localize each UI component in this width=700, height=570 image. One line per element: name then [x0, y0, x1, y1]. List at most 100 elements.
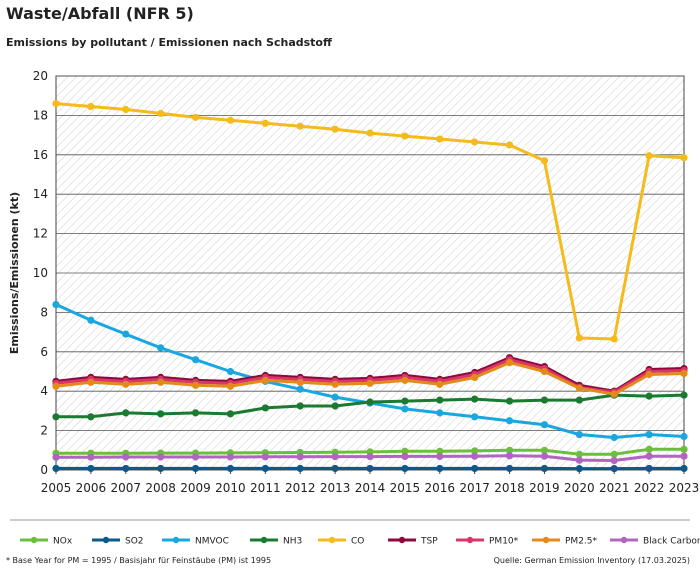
data-point [122, 105, 130, 114]
data-point [191, 113, 200, 121]
data-point [87, 316, 95, 324]
data-point [226, 453, 235, 461]
data-point [261, 404, 269, 412]
data-point [87, 453, 95, 461]
data-point [226, 464, 235, 473]
data-point [122, 453, 130, 461]
legend-item: NMVOC [162, 537, 229, 547]
legend-item: NH3 [250, 537, 302, 547]
legend-marker [102, 536, 110, 544]
data-point [540, 367, 549, 376]
data-point [122, 380, 130, 388]
series-co [52, 99, 688, 343]
data-point [226, 116, 235, 124]
data-point [191, 453, 200, 461]
data-point [331, 402, 339, 410]
series-pm2-5- [52, 359, 688, 398]
x-tick-label: 2007 [111, 481, 142, 495]
data-point [471, 395, 479, 403]
data-point [505, 446, 514, 454]
data-point [575, 384, 583, 392]
data-point [331, 125, 339, 133]
legend-label: NMVOC [195, 537, 229, 547]
data-point [680, 452, 688, 460]
data-point [191, 381, 200, 389]
data-point [505, 397, 514, 405]
x-tick-label: 2011 [250, 481, 281, 495]
data-point [261, 119, 269, 127]
data-point [157, 109, 165, 118]
data-point [191, 464, 200, 473]
data-point [87, 378, 95, 386]
data-point [680, 369, 688, 378]
series-layer [52, 99, 688, 473]
x-tick-label: 2017 [459, 481, 490, 495]
legend-marker [466, 536, 474, 544]
x-tick-label: 2010 [215, 481, 246, 495]
y-tick-label: 12 [33, 227, 48, 241]
gridlines [56, 75, 684, 471]
data-point [226, 367, 235, 376]
legend-item: NOx [20, 537, 73, 547]
data-point [226, 410, 235, 418]
data-point [436, 447, 444, 455]
x-tick-label: 2019 [529, 481, 560, 495]
data-point [610, 335, 618, 343]
y-axis-label: Emissions/Emissionen (kt) [8, 192, 21, 354]
line-chart: 0 2 4 6 8 10 12 14 16 18 20 2005 2006 2007 2008 2009 201… [8, 69, 700, 547]
data-point [540, 464, 549, 473]
data-point [331, 453, 339, 461]
data-point [471, 138, 479, 146]
data-point [296, 464, 304, 473]
data-point [401, 405, 409, 413]
data-point [610, 390, 618, 398]
data-point [366, 453, 374, 461]
data-point [401, 132, 409, 140]
x-tick-label: 2005 [41, 481, 72, 495]
data-point [575, 430, 583, 439]
data-point [261, 453, 269, 461]
legend-marker [30, 536, 38, 544]
source-note: Quelle: German Emission Inventory (17.03… [493, 556, 690, 565]
y-tick-label: 0 [40, 463, 48, 477]
data-point [296, 122, 304, 130]
data-point [226, 382, 235, 390]
y-tick-label: 6 [40, 345, 48, 359]
data-point [157, 410, 165, 418]
y-tick-label: 18 [33, 108, 48, 122]
x-tick-label: 2008 [145, 481, 176, 495]
data-point [401, 447, 409, 455]
data-point [331, 393, 339, 401]
data-point [540, 157, 549, 165]
data-point [366, 464, 374, 473]
data-point [87, 464, 95, 473]
data-point [505, 464, 514, 473]
data-point [87, 413, 95, 421]
data-point [366, 379, 374, 387]
data-point [610, 456, 618, 465]
x-tick-label: 2009 [180, 481, 211, 495]
data-point [331, 464, 339, 473]
data-point [540, 452, 549, 460]
legend-marker [398, 536, 406, 544]
legend-label: PM2.5* [565, 537, 598, 547]
data-point [52, 413, 60, 421]
axis-layer: 0 2 4 6 8 10 12 14 16 18 20 2005 2006 2007 2008 2009 201… [33, 69, 700, 495]
data-point [575, 465, 583, 473]
data-point [610, 433, 618, 442]
x-tick-label: 2020 [564, 481, 595, 495]
x-tick-label: 2016 [425, 481, 456, 495]
y-tick-label: 4 [40, 384, 48, 398]
legend: NOx SO2 NMVOC NH3 CO TSP PM10* PM2.5* Black Carb… [20, 537, 700, 547]
x-tick-label: 2012 [285, 481, 316, 495]
x-tick-label: 2013 [320, 481, 351, 495]
data-point [471, 413, 479, 421]
data-point [436, 135, 444, 143]
footnote: * Base Year for PM = 1995 / Basisjahr fü… [6, 556, 272, 565]
y-tick-label: 16 [33, 148, 48, 162]
series-black-carbon [52, 452, 688, 465]
data-point [122, 330, 130, 338]
legend-marker [260, 536, 268, 544]
legend-label: TSP [420, 537, 438, 547]
data-point [610, 450, 618, 458]
